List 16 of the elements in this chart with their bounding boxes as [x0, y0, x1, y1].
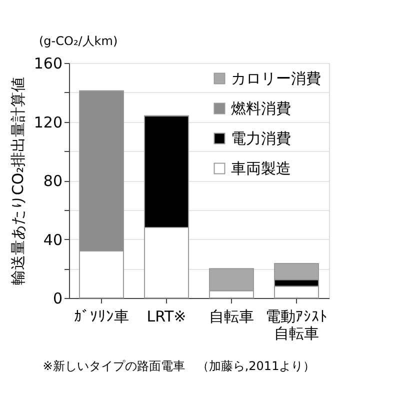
text: (g-CO₂/人km) — [39, 34, 118, 48]
y-tick-label: 120 — [34, 113, 62, 132]
x-tick-label: LRT※ — [146, 308, 186, 326]
y-tick-label: 40 — [43, 230, 62, 249]
legend-label: カロリー消費 — [231, 70, 321, 88]
legend-label: 車両製造 — [231, 160, 291, 178]
legend-label: 電力消費 — [231, 130, 291, 148]
x-tick-label: ｶﾞｿﾘﾝ車 — [74, 308, 129, 326]
y-tick-label: 80 — [43, 172, 62, 190]
y-tick-label: 0 — [52, 290, 62, 308]
legend-label: 燃料消費 — [231, 100, 291, 118]
x-tick-label: 電動ｱｼｽﾄ自転車 — [266, 308, 328, 342]
text: ※新しいタイプの路面電車 （加藤ら,2011より） — [42, 359, 316, 373]
y-axis-title: 輸送量あたりCO₂排出量計算値 — [8, 76, 27, 286]
y-tick-label: 160 — [34, 54, 62, 72]
x-tick-label: 自転車 — [209, 308, 254, 326]
